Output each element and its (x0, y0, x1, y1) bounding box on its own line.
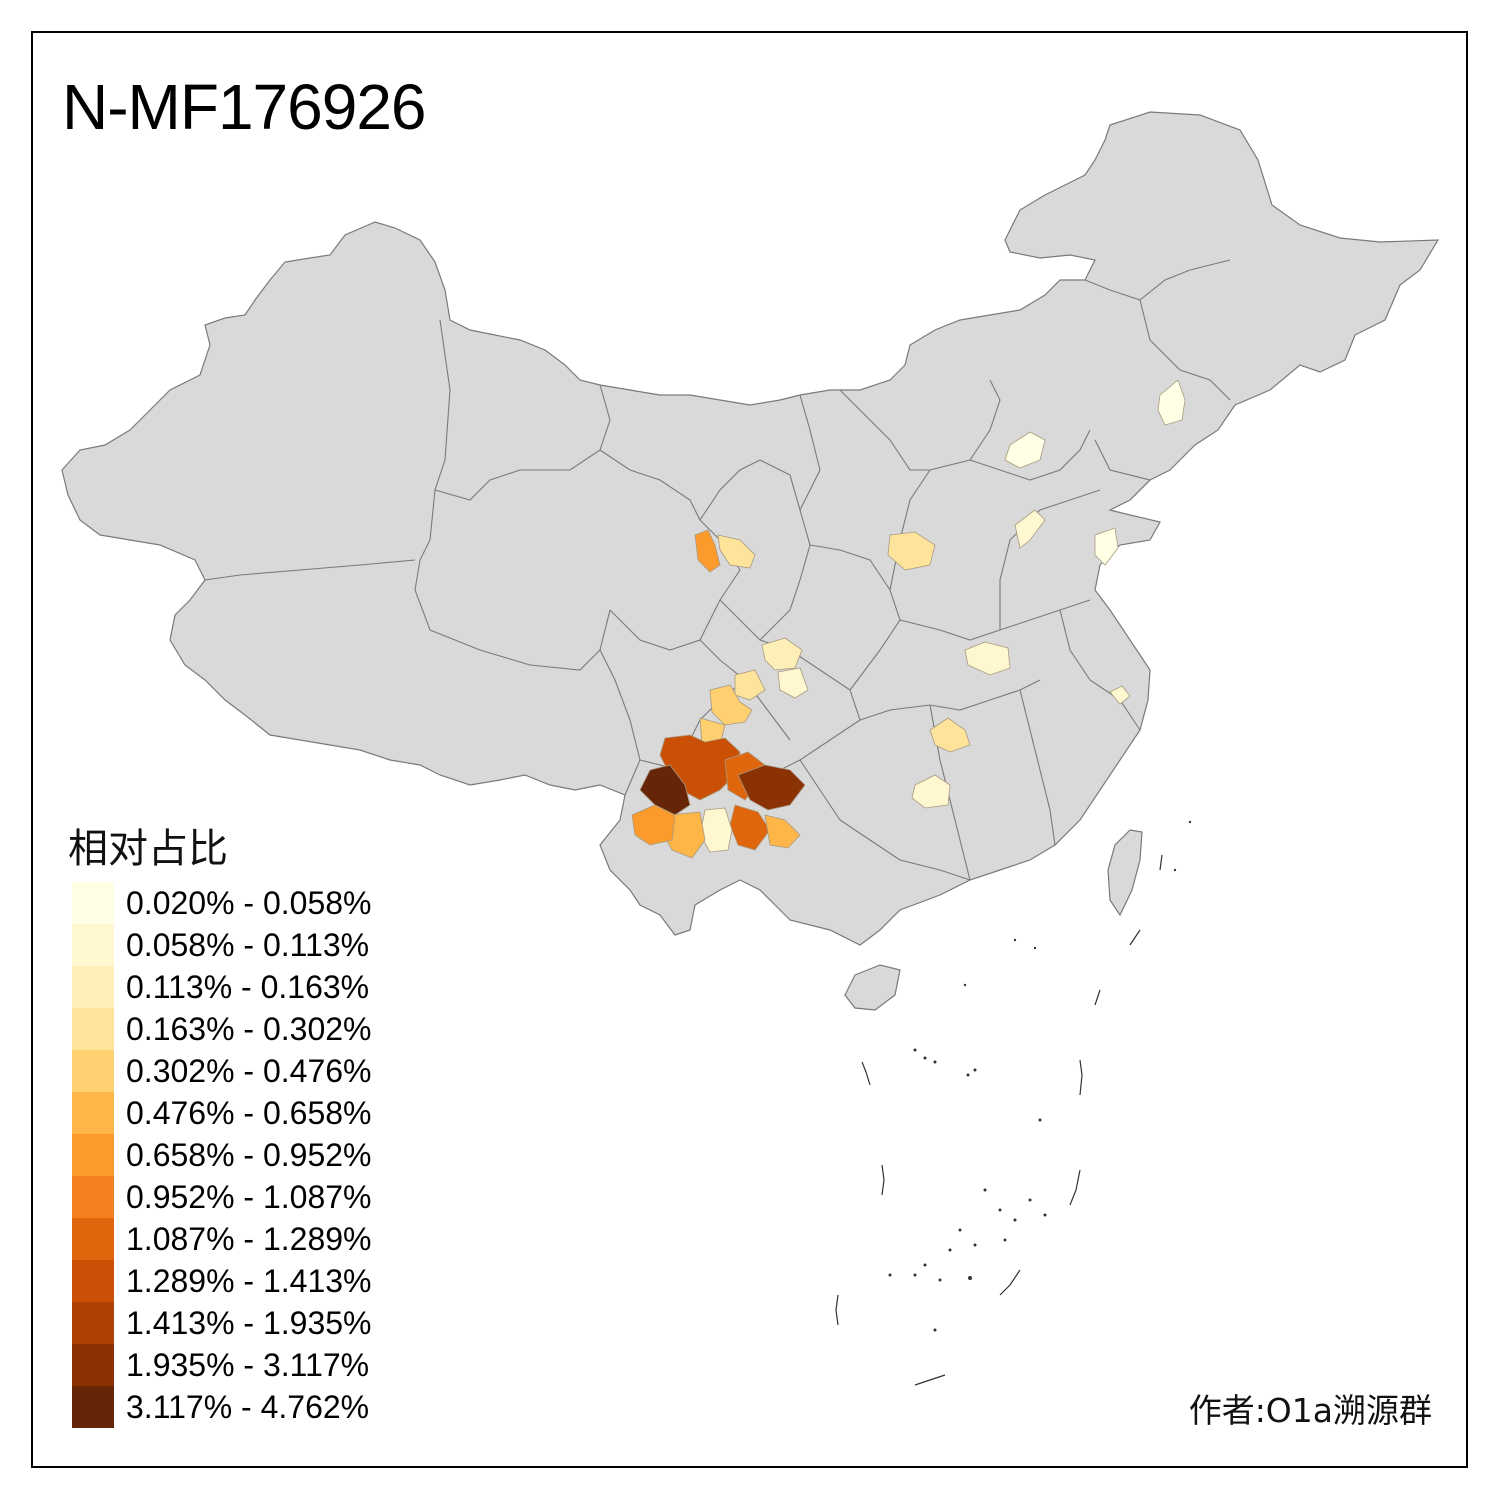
region-shaanxi-south (761, 637, 803, 671)
map-frame (31, 31, 1468, 1468)
legend-item: 1.289% - 1.413% (72, 1260, 372, 1302)
legend-item: 0.476% - 0.658% (72, 1092, 372, 1134)
legend-item: 0.163% - 0.302% (72, 1008, 372, 1050)
region-hebei (1014, 509, 1046, 549)
legend-item: 1.413% - 1.935% (72, 1302, 372, 1344)
region-shanxi (887, 531, 936, 571)
legend-item: 0.020% - 0.058% (72, 882, 372, 924)
legend-label: 0.020% - 0.058% (126, 884, 372, 921)
hainan-island (844, 964, 901, 1011)
legend-label: 3.117% - 4.762% (126, 1388, 370, 1425)
region-guizhou-central (737, 764, 806, 811)
legend-label: 1.413% - 1.935% (126, 1304, 372, 1341)
legend-item: 1.935% - 3.117% (72, 1344, 372, 1386)
region-sichuan-b (709, 684, 753, 726)
taiwan-island (1107, 829, 1143, 917)
legend-swatch (72, 1092, 114, 1134)
region-henan (964, 641, 1011, 676)
legend-swatch (72, 1344, 114, 1386)
legend-item: 0.113% - 0.163% (72, 966, 372, 1008)
legend-swatch (72, 1176, 114, 1218)
region-beijing (1004, 431, 1046, 469)
legend-label: 1.087% - 1.289% (126, 1220, 372, 1257)
map-title: N-MF176926 (62, 71, 426, 143)
legend-swatch (72, 1134, 114, 1176)
region-yunnan-west (639, 764, 691, 816)
region-sichuan-a (734, 669, 766, 701)
region-hubei (929, 717, 971, 753)
legend-label: 0.058% - 0.113% (126, 926, 370, 963)
china-mainland (61, 111, 1440, 946)
legend-item: 0.058% - 0.113% (72, 924, 372, 966)
legend-label: 0.163% - 0.302% (126, 1010, 372, 1047)
legend-item: 0.302% - 0.476% (72, 1050, 372, 1092)
legend-label: 1.289% - 1.413% (126, 1262, 372, 1299)
region-guizhou-southeast (764, 814, 801, 849)
legend-label: 0.658% - 0.952% (126, 1136, 372, 1173)
region-shanghai (1109, 685, 1131, 705)
legend-swatch (72, 1386, 114, 1428)
prefecture-regions (631, 379, 1186, 859)
region-hunan (911, 774, 951, 809)
legend-item: 0.952% - 1.087% (72, 1176, 372, 1218)
legend-swatch (72, 1050, 114, 1092)
legend-item: 1.087% - 1.289% (72, 1218, 372, 1260)
legend-label: 0.113% - 0.163% (126, 968, 370, 1005)
legend-item: 0.658% - 0.952% (72, 1134, 372, 1176)
legend-swatch (72, 882, 114, 924)
region-yunnan-southwest (631, 804, 676, 846)
legend-swatch (72, 1302, 114, 1344)
legend-swatch (72, 1218, 114, 1260)
legend-swatch (72, 924, 114, 966)
island-dots (888, 820, 1192, 1332)
region-jilin (1157, 379, 1186, 426)
legend-label: 0.952% - 1.087% (126, 1178, 372, 1215)
region-ningxia (694, 529, 721, 573)
legend-label: 1.935% - 3.117% (126, 1346, 370, 1383)
author-credit: 作者:O1a溯源群 (1188, 1391, 1432, 1430)
region-sichuan-ne (777, 667, 809, 699)
legend-label: 0.476% - 0.658% (126, 1094, 372, 1131)
legend-title: 相对占比 (68, 826, 228, 872)
legend-swatch (72, 1260, 114, 1302)
region-shandong (1094, 527, 1119, 566)
legend-label: 0.302% - 0.476% (126, 1052, 372, 1089)
legend: 0.020% - 0.058% 0.058% - 0.113% 0.113% -… (72, 882, 372, 1428)
legend-swatch (72, 1008, 114, 1050)
south-sea-islands (835, 854, 1163, 1386)
region-gansu-east (717, 534, 756, 569)
legend-swatch (72, 966, 114, 1008)
legend-item: 3.117% - 4.762% (72, 1386, 372, 1428)
